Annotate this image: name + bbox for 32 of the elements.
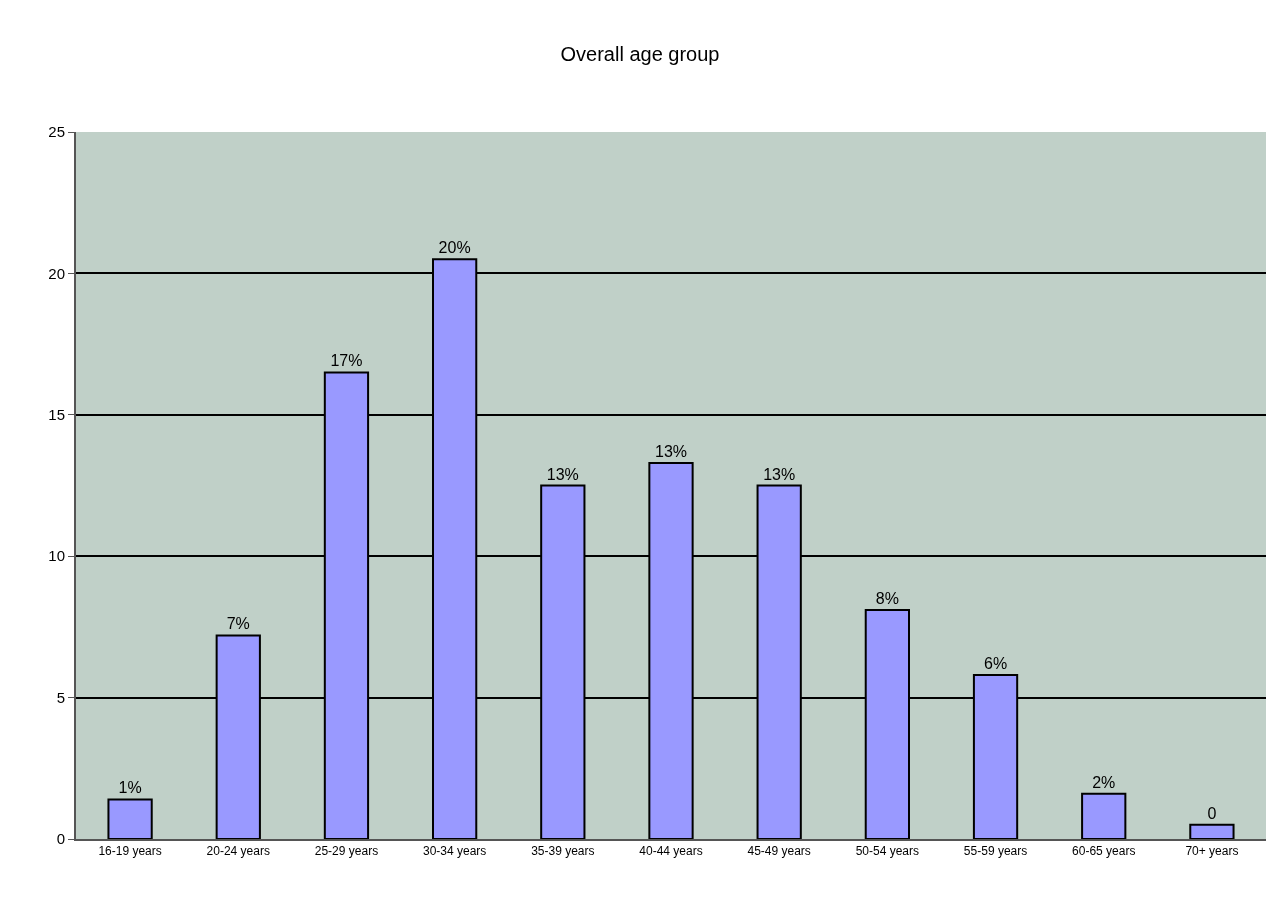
x-tick-label: 30-34 years <box>422 844 487 859</box>
x-tick-label: 40-44 years <box>639 844 703 859</box>
data-label: 13% <box>763 465 796 483</box>
chart-title: Overall age group <box>560 42 720 65</box>
x-tick-label: 35-39 years <box>531 844 595 859</box>
y-tick-label: 25 <box>48 123 65 141</box>
data-label: 8% <box>875 589 899 607</box>
data-label: 7% <box>226 615 250 633</box>
data-label: 2% <box>1092 773 1116 791</box>
bar <box>1189 823 1235 839</box>
y-tick-label: 0 <box>56 830 65 848</box>
data-label: 13% <box>546 465 579 483</box>
y-tick-label: 15 <box>48 406 65 424</box>
data-label: 6% <box>983 654 1008 672</box>
y-tick-label: 20 <box>48 264 65 282</box>
x-tick-label: 20-24 years <box>206 844 270 859</box>
x-tick-label: 16-19 years <box>98 844 162 859</box>
bar <box>107 798 153 839</box>
data-label: 20% <box>438 239 471 257</box>
x-tick-label: 70+ years <box>1185 844 1239 859</box>
data-label: 0 <box>1207 804 1217 822</box>
data-label: 17% <box>330 352 363 370</box>
data-label: 1% <box>118 779 142 797</box>
x-tick-label: 60-65 years <box>1072 844 1136 859</box>
x-tick-label: 45-49 years <box>747 844 811 859</box>
x-tick-label: 55-59 years <box>963 844 1028 859</box>
x-tick-label: 25-29 years <box>314 844 379 859</box>
bar <box>1081 792 1127 839</box>
y-tick-label: 5 <box>56 688 65 706</box>
y-tick-label: 10 <box>48 547 65 565</box>
data-label: 13% <box>654 442 688 460</box>
x-tick-label: 50-54 years <box>855 844 920 859</box>
